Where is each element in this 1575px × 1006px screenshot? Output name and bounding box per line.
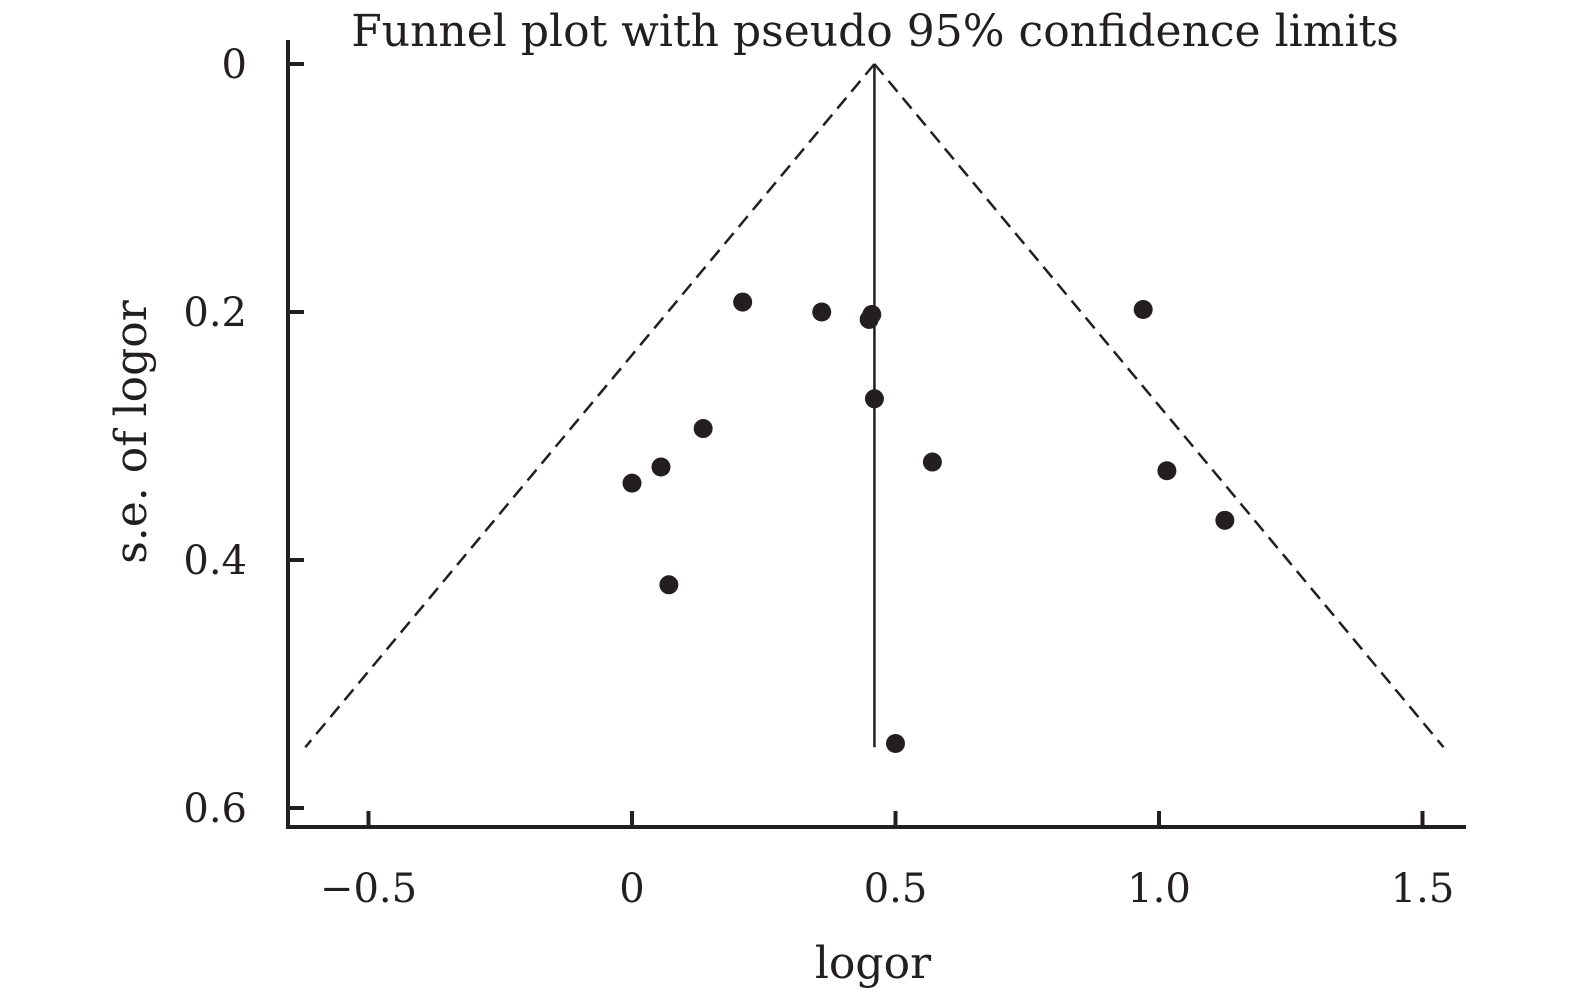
data-points	[622, 292, 1235, 754]
x-tick-label: 0.5	[864, 866, 928, 912]
y-axis-label: s.e. of logor	[106, 299, 157, 564]
data-point	[922, 452, 942, 472]
x-tick-label: 0	[619, 866, 644, 912]
data-point	[622, 473, 642, 493]
chart-title: Funnel plot with pseudo 95% confidence l…	[351, 6, 1399, 57]
x-axis-ticks: −0.5 0 0.5 1.0 1.5	[320, 811, 1454, 912]
data-point	[1215, 510, 1235, 530]
data-point	[693, 419, 713, 439]
x-axis-label: logor	[815, 938, 932, 989]
y-tick-label: 0	[222, 42, 247, 88]
data-point	[659, 575, 679, 595]
data-point	[864, 389, 884, 409]
data-point	[1157, 461, 1177, 481]
lower-confidence-limit-line	[304, 63, 876, 749]
upper-confidence-limit-line	[873, 63, 1445, 749]
data-point	[651, 457, 671, 477]
data-point	[862, 304, 882, 324]
data-point	[733, 292, 753, 312]
data-point	[812, 302, 832, 322]
data-point	[1133, 300, 1153, 320]
data-point	[886, 734, 905, 754]
y-tick-label: 0.2	[183, 290, 247, 336]
y-tick-label: 0.4	[183, 538, 247, 584]
x-tick-label: −0.5	[320, 866, 417, 912]
x-tick-label: 1.0	[1127, 866, 1191, 912]
y-tick-label: 0.6	[183, 786, 247, 832]
y-axis-ticks: 0 0.2 0.4 0.6	[183, 42, 304, 832]
x-tick-label: 1.5	[1391, 866, 1455, 912]
